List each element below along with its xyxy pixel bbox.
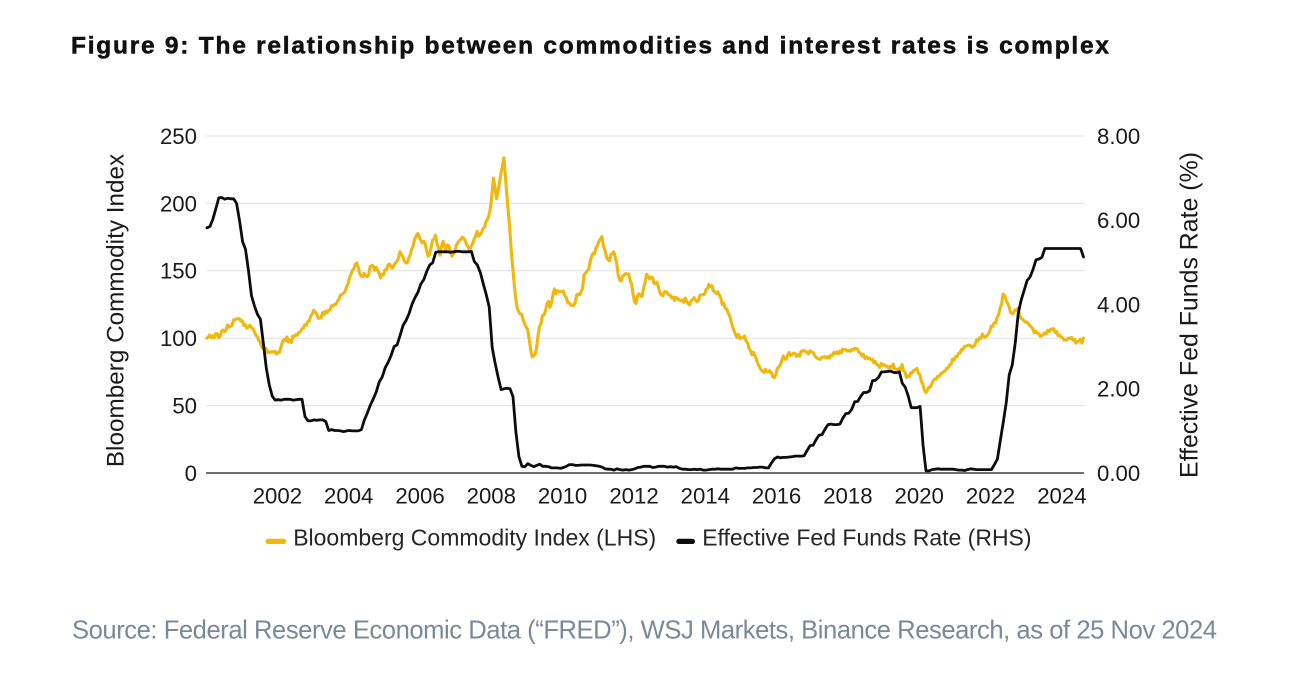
svg-text:2012: 2012: [609, 484, 658, 509]
svg-text:0: 0: [185, 461, 197, 486]
svg-text:2006: 2006: [395, 484, 444, 509]
svg-text:150: 150: [160, 259, 197, 284]
svg-text:2008: 2008: [467, 484, 516, 509]
svg-text:2002: 2002: [253, 484, 302, 509]
svg-text:Source: Federal Reserve Econom: Source: Federal Reserve Economic Data (“…: [72, 617, 1217, 645]
svg-text:Bloomberg Commodity Index (LHS: Bloomberg Commodity Index (LHS): [293, 525, 656, 551]
svg-text:2014: 2014: [681, 484, 730, 509]
svg-text:2018: 2018: [823, 484, 872, 509]
svg-text:Bloomberg Commodity Index: Bloomberg Commodity Index: [102, 154, 129, 467]
svg-text:Effective Fed Funds Rate (%): Effective Fed Funds Rate (%): [1175, 152, 1203, 478]
svg-text:8.00: 8.00: [1097, 124, 1140, 149]
svg-text:6.00: 6.00: [1097, 208, 1140, 233]
svg-text:2020: 2020: [895, 484, 944, 509]
svg-text:2016: 2016: [752, 484, 801, 509]
svg-text:2024: 2024: [1037, 484, 1086, 509]
svg-text:250: 250: [160, 124, 197, 149]
svg-text:Effective Fed Funds Rate (RHS): Effective Fed Funds Rate (RHS): [702, 525, 1031, 551]
svg-text:2010: 2010: [538, 484, 587, 509]
svg-text:2004: 2004: [324, 484, 373, 509]
svg-text:4.00: 4.00: [1097, 292, 1140, 317]
svg-text:100: 100: [160, 326, 197, 351]
svg-text:2.00: 2.00: [1097, 377, 1140, 402]
svg-text:2022: 2022: [966, 484, 1015, 509]
svg-text:0.00: 0.00: [1097, 461, 1140, 486]
svg-text:Figure 9: The relationship bet: Figure 9: The relationship between commo…: [71, 32, 1111, 59]
svg-text:50: 50: [172, 394, 197, 419]
svg-text:200: 200: [160, 191, 197, 216]
